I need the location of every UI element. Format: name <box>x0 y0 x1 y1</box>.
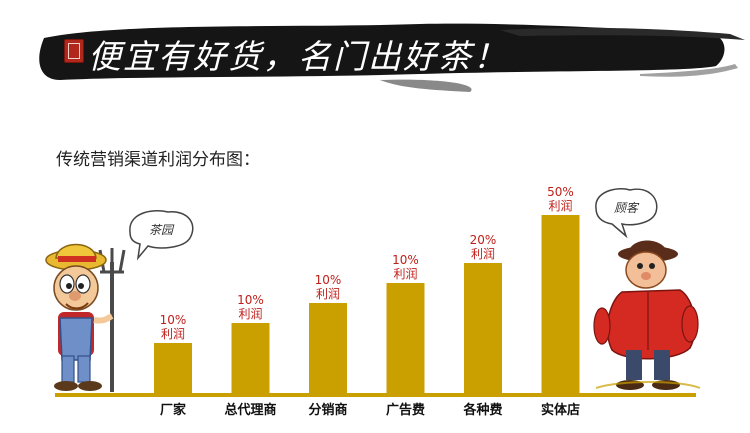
bar-profit-label: 利润 <box>316 287 340 301</box>
category-label: 广告费 <box>386 402 425 418</box>
bar-profit-label: 利润 <box>548 199 572 213</box>
brush-streak <box>380 79 472 92</box>
bar-3 <box>386 283 425 395</box>
category-label: 总代理商 <box>224 402 276 418</box>
ink-brush-banner <box>39 23 745 92</box>
bar-profit-label: 利润 <box>161 327 185 341</box>
category-label: 分销商 <box>308 402 347 418</box>
customer-illustration <box>593 240 701 390</box>
brush-streak <box>500 27 745 40</box>
bar-value-label: 10% <box>237 293 264 307</box>
slogan-text: 便宜有好货，名门出好茶！ <box>88 37 508 76</box>
customer-speech-bubble: 顾客 <box>595 188 658 239</box>
bar-value-label: 10% <box>392 253 419 267</box>
farmer-bubble-text: 茶园 <box>149 223 175 237</box>
brush-streak <box>640 64 738 77</box>
category-label: 厂家 <box>160 402 187 418</box>
bar-profit-label: 利润 <box>393 267 417 281</box>
red-seal-stamp <box>64 39 84 63</box>
bar-value-label: 50% <box>547 185 574 199</box>
bar-profit-label: 利润 <box>238 307 262 321</box>
bar-value-label: 20% <box>470 233 497 247</box>
bar-2 <box>309 303 347 395</box>
bars-group: 10%利润厂家10%利润总代理商10%利润分销商10%利润广告费20%利润各种费… <box>154 185 580 418</box>
bar-1 <box>231 323 270 395</box>
bar-profit-label: 利润 <box>471 247 495 261</box>
farmer-speech-bubble: 茶园 <box>129 210 194 261</box>
bar-0 <box>154 343 192 395</box>
bar-value-label: 10% <box>315 273 342 287</box>
category-label: 各种费 <box>462 402 502 418</box>
bar-4 <box>464 263 502 395</box>
brush-stroke <box>39 23 725 80</box>
category-label: 实体店 <box>541 402 580 418</box>
customer-bubble-text: 顾客 <box>614 201 640 215</box>
chart-subtitle: 传统营销渠道利润分布图： <box>56 150 260 170</box>
farmer-illustration <box>45 243 126 392</box>
bar-value-label: 10% <box>160 313 187 327</box>
bar-5 <box>541 215 580 395</box>
